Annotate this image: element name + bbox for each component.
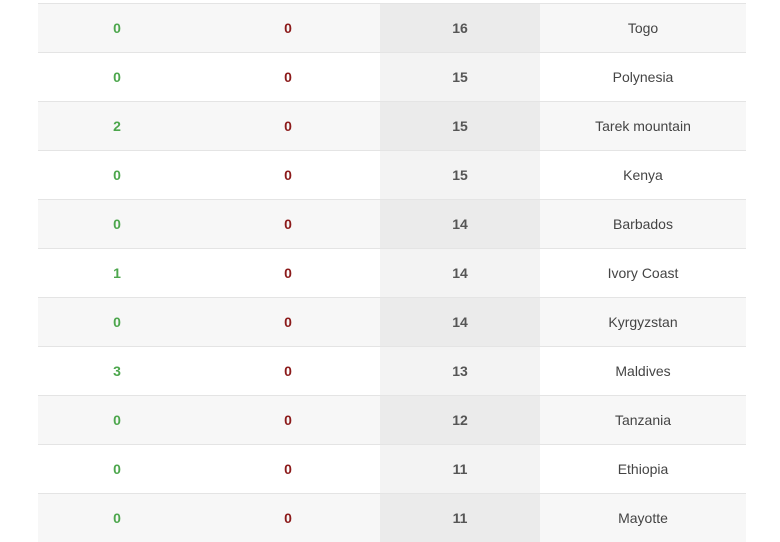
value-b-cell: 0: [196, 298, 380, 347]
count-cell: 14: [380, 249, 540, 298]
count-cell: 16: [380, 4, 540, 53]
count-cell: 12: [380, 396, 540, 445]
name-cell: Tanzania: [540, 396, 746, 445]
name-cell: Ivory Coast: [540, 249, 746, 298]
value-b-cell: 0: [196, 445, 380, 494]
count-cell: 15: [380, 53, 540, 102]
name-cell: Tarek mountain: [540, 102, 746, 151]
name-cell: Maldives: [540, 347, 746, 396]
value-b-cell: 0: [196, 200, 380, 249]
value-b-cell: 0: [196, 494, 380, 542]
name-cell: Barbados: [540, 200, 746, 249]
value-a-cell: 1: [38, 249, 196, 298]
value-a-cell: 0: [38, 53, 196, 102]
count-cell: 11: [380, 445, 540, 494]
count-cell: 11: [380, 494, 540, 542]
count-cell: 14: [380, 298, 540, 347]
name-cell: Ethiopia: [540, 445, 746, 494]
value-a-cell: 0: [38, 445, 196, 494]
value-b-cell: 0: [196, 347, 380, 396]
count-cell: 15: [380, 151, 540, 200]
value-b-cell: 0: [196, 4, 380, 53]
value-a-cell: 2: [38, 102, 196, 151]
name-cell: Polynesia: [540, 53, 746, 102]
name-cell: Kenya: [540, 151, 746, 200]
name-cell: Togo: [540, 4, 746, 53]
value-b-cell: 0: [196, 396, 380, 445]
count-cell: 14: [380, 200, 540, 249]
name-cell: Mayotte: [540, 494, 746, 542]
count-cell: 13: [380, 347, 540, 396]
value-b-cell: 0: [196, 249, 380, 298]
name-cell: Kyrgyzstan: [540, 298, 746, 347]
value-a-cell: 0: [38, 4, 196, 53]
value-a-cell: 0: [38, 151, 196, 200]
value-a-cell: 0: [38, 200, 196, 249]
value-a-cell: 0: [38, 298, 196, 347]
value-b-cell: 0: [196, 53, 380, 102]
count-cell: 15: [380, 102, 540, 151]
value-b-cell: 0: [196, 102, 380, 151]
value-a-cell: 3: [38, 347, 196, 396]
value-a-cell: 0: [38, 494, 196, 542]
value-b-cell: 0: [196, 151, 380, 200]
value-a-cell: 0: [38, 396, 196, 445]
